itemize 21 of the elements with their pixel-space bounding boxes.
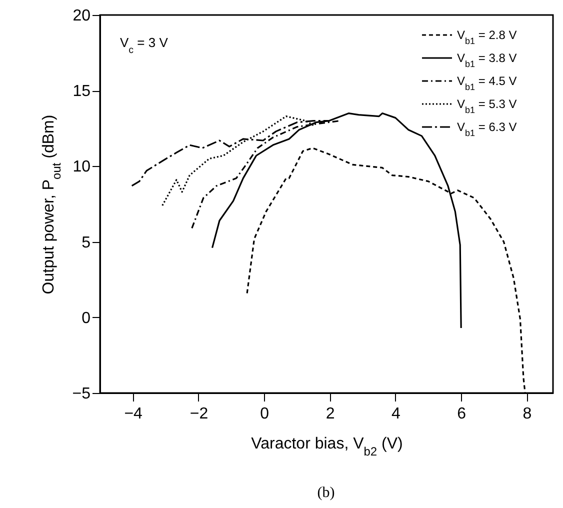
x-tick-label: 8 (522, 406, 532, 422)
legend-label: V$_{b1}$ = 5.3 V (457, 97, 517, 115)
y-tick-label: 5 (82, 234, 91, 252)
x-tick-label: 6 (457, 406, 466, 422)
y-tick-label: 20 (72, 8, 91, 24)
x-tick-label: 4 (391, 406, 400, 422)
legend-label: V$_{b1}$ = 2.8 V (457, 28, 517, 46)
y-tick-label: −5 (72, 386, 91, 402)
x-tick-label: −4 (124, 406, 143, 422)
text: (b) (317, 485, 335, 501)
y-tick-label: 0 (82, 310, 91, 327)
legend-label: V$_{b1}$ = 3.8 V (457, 51, 517, 69)
legend-label: V$_{b1}$ = 4.5 V (457, 74, 517, 92)
annotation: V$_{c}$ = 3 V (120, 35, 168, 56)
x-tick-label: −2 (190, 406, 208, 422)
x-tick-label: 2 (326, 406, 335, 422)
legend-label: V$_{b1}$ = 6.3 V (457, 120, 517, 138)
y-tick-label: 10 (72, 158, 91, 176)
x-tick-label: 0 (260, 406, 270, 422)
y-tick-label: 15 (72, 83, 91, 100)
x-axis-title: Varactor bias, V$_{b2}$ (V) (251, 436, 403, 458)
